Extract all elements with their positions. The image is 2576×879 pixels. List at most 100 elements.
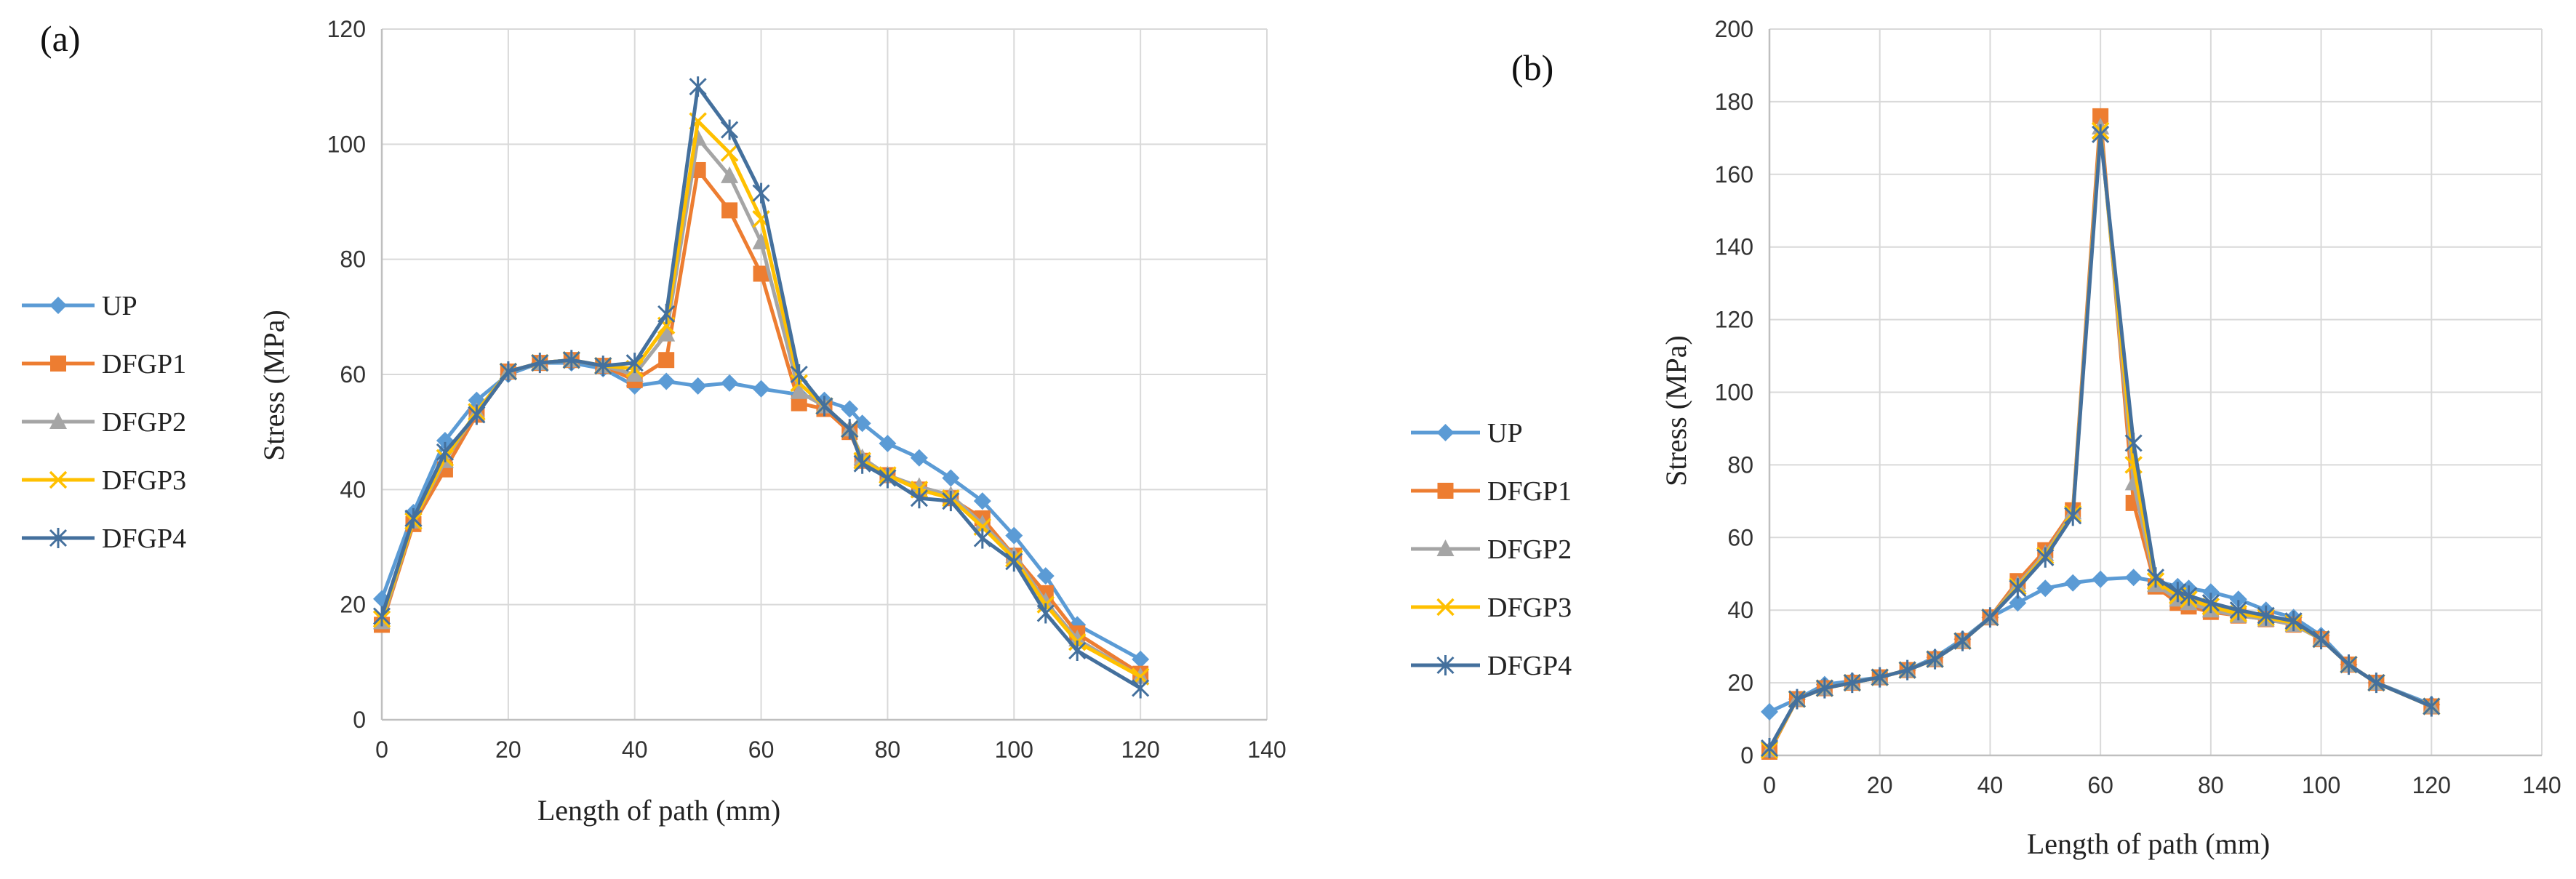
chart-b-legend-marker xyxy=(1437,483,1454,499)
chart-a-point-DFGP2 xyxy=(625,365,644,382)
chart-a-point-DFGP2 xyxy=(1068,630,1087,647)
chart-a-legend-marker xyxy=(49,412,67,429)
chart-a-x-tick-label: 20 xyxy=(495,736,521,763)
chart-a-point-DFGP2 xyxy=(721,166,739,183)
chart-a-point-UP xyxy=(721,374,739,392)
chart-a-y-tick-label: 120 xyxy=(327,16,366,42)
chart-a-point-UP xyxy=(942,469,960,487)
chart-a-legend-label: DFGP2 xyxy=(102,407,186,438)
chart-a-legend-label: DFGP1 xyxy=(102,349,186,380)
chart-a-point-DFGP4 xyxy=(910,488,928,509)
chart-a-legend-marker xyxy=(50,356,66,372)
chart-b-x-tick-label: 80 xyxy=(2198,772,2224,798)
chart-b-legend-label: DFGP4 xyxy=(1487,651,1572,681)
chart-a-point-DFGP1 xyxy=(721,202,738,219)
chart-b-point-DFGP4 xyxy=(2367,673,2385,694)
chart-a-point-DFGP4 xyxy=(594,356,612,377)
chart-b-point-UP xyxy=(2064,574,2082,592)
chart-a-point-UP xyxy=(1036,567,1055,585)
chart-a-x-tick-label: 140 xyxy=(1247,736,1286,763)
chart-b-axes xyxy=(1768,29,2542,757)
chart-b-legend-marker xyxy=(1436,424,1455,441)
chart-a-y-tick-label: 20 xyxy=(340,592,366,618)
chart-b-point-UP xyxy=(2009,594,2027,612)
chart-a-legend-label: DFGP4 xyxy=(102,523,186,554)
chart-b: (b) 0 20 40 60 80 100 120 140 0 20 40 60 80 100 120 140… xyxy=(1411,16,2561,860)
chart-b-point-DFGP4 xyxy=(2064,505,2082,526)
chart-a-point-UP xyxy=(973,492,991,510)
chart-a-x-tick-label: 40 xyxy=(622,736,648,763)
chart-b-y-axis-label: Stress (MPa) xyxy=(1660,335,1692,486)
chart-a-point-DFGP4 xyxy=(1005,551,1023,572)
chart-a-y-tick-label: 40 xyxy=(340,476,366,502)
chart-b-legend-item-UP: UP xyxy=(1411,418,1523,449)
chart-a-x-tick-label: 120 xyxy=(1121,736,1159,763)
chart-a-point-DFGP4 xyxy=(973,528,991,549)
chart-a-point-DFGP4 xyxy=(1036,603,1055,624)
chart-b-point-DFGP4 xyxy=(2201,593,2220,614)
chart-a-point-DFGP4 xyxy=(1068,641,1087,661)
chart-a-point-DFGP4 xyxy=(1132,678,1150,699)
chart-b-y-tick-label: 80 xyxy=(1727,451,1753,478)
chart-a-point-UP xyxy=(910,449,928,467)
chart-b-point-UP xyxy=(2036,579,2055,598)
chart-b-point-DFGP4 xyxy=(1981,607,1999,628)
chart-a-point-DFGP4 xyxy=(942,491,960,512)
chart-a-x-tick-label: 80 xyxy=(875,736,901,763)
chart-b-point-DFGP4 xyxy=(2124,433,2143,454)
chart-a-x-tick-label: 0 xyxy=(375,736,388,763)
chart-a-point-DFGP2 xyxy=(790,382,808,399)
chart-b-point-DFGP4 xyxy=(1926,649,1944,670)
chart-b-y-tick-label: 160 xyxy=(1715,161,1753,188)
chart-b-legend: UP DFGP1 DFGP2 DFGP3 DFGP4 xyxy=(1411,418,1572,681)
chart-b-x-tick-label: 100 xyxy=(2302,772,2340,798)
chart-b-x-tick-label: 40 xyxy=(1977,772,2004,798)
chart-a-x-tick-label: 60 xyxy=(748,736,775,763)
chart-b-legend-label: DFGP3 xyxy=(1487,593,1572,623)
chart-a-y-tick-label: 100 xyxy=(327,131,366,157)
chart-a-legend: UP DFGP1 DFGP2 DFGP3 DFGP4 xyxy=(22,291,186,554)
chart-a-x-tick-label: 100 xyxy=(995,736,1033,763)
chart-a-point-DFGP4 xyxy=(657,303,676,324)
chart-b-x-tick-label: 140 xyxy=(2522,772,2561,798)
chart-a-point-UP xyxy=(841,400,859,418)
chart-a-point-UP xyxy=(689,377,707,395)
chart-a-point-DFGP3 xyxy=(720,143,739,162)
chart-a-series xyxy=(372,76,1150,699)
chart-b-y-tick-label: 0 xyxy=(1740,742,1753,768)
chart-a-legend-item-DFGP4: DFGP4 xyxy=(22,523,186,554)
chart-a-legend-marker xyxy=(49,470,68,489)
chart-a-point-DFGP4 xyxy=(562,350,580,371)
chart-b-point-DFGP4 xyxy=(1843,673,1861,694)
chart-b-point-DFGP4 xyxy=(2312,629,2330,650)
chart-b-point-UP xyxy=(2201,583,2220,601)
chart-b-legend-label: DFGP1 xyxy=(1487,476,1572,507)
chart-a-point-DFGP4 xyxy=(372,606,391,627)
chart-b-point-DFGP4 xyxy=(2146,567,2165,588)
chart-a-point-DFGP4 xyxy=(689,76,707,97)
chart-a-point-DFGP4 xyxy=(721,119,739,140)
chart-a-point-DFGP4 xyxy=(625,353,644,374)
chart-a-point-UP xyxy=(752,380,770,398)
chart-a-point-DFGP4 xyxy=(752,182,770,204)
chart-b-point-DFGP4 xyxy=(2180,585,2198,606)
chart-a-point-DFGP4 xyxy=(436,441,454,462)
chart-a: (a) 0 20 40 60 80 100 120 140 0 20 40 60 80 100 120 Le… xyxy=(22,16,1287,827)
chart-b-point-DFGP4 xyxy=(2340,654,2358,675)
panel-label-a: (a) xyxy=(40,18,81,59)
chart-a-y-tick-label: 80 xyxy=(340,246,366,273)
chart-a-legend-item-UP: UP xyxy=(22,291,137,321)
chart-a-point-DFGP2 xyxy=(973,514,991,531)
chart-b-legend-item-DFGP4: DFGP4 xyxy=(1411,651,1572,681)
chart-b-point-DFGP4 xyxy=(2423,696,2441,717)
chart-a-y-tick-label: 60 xyxy=(340,361,366,388)
chart-a-point-UP xyxy=(853,414,871,433)
chart-a-point-DFGP4 xyxy=(531,353,549,374)
chart-b-point-DFGP1 xyxy=(2092,108,2109,124)
chart-a-legend-item-DFGP3: DFGP3 xyxy=(22,465,186,496)
chart-b-point-DFGP4 xyxy=(2009,578,2027,599)
chart-a-grid xyxy=(381,28,1268,721)
chart-b-point-DFGP4 xyxy=(1788,689,1806,710)
chart-a-ticks: 0 20 40 60 80 100 120 140 0 20 40 60 80 100 120 xyxy=(327,16,1287,763)
chart-a-legend-label: UP xyxy=(102,291,137,321)
